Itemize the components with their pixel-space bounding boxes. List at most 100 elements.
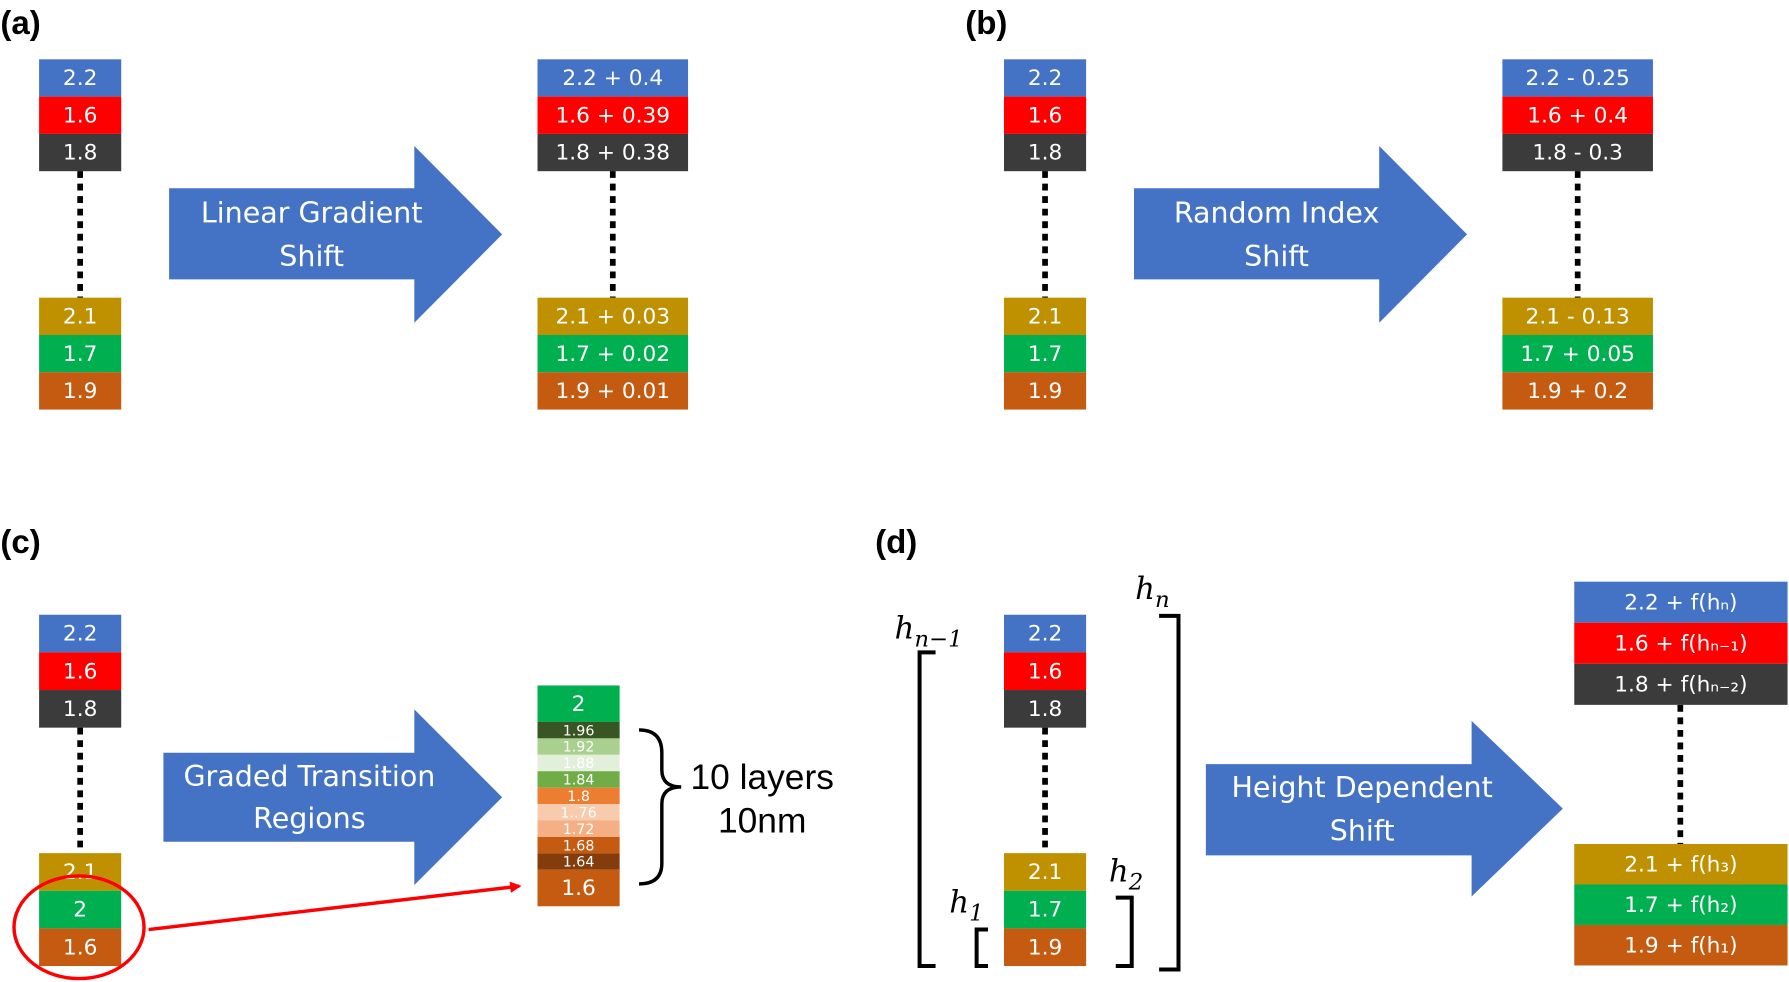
height-symbol: h bbox=[1109, 854, 1129, 890]
graded-layer bbox=[537, 869, 620, 907]
layer-cell bbox=[1003, 652, 1087, 691]
layer-value: 1.7 bbox=[1028, 898, 1062, 923]
bracket-h-n bbox=[1159, 613, 1181, 972]
layer-cell bbox=[39, 853, 122, 891]
panel-label: (d) bbox=[875, 524, 917, 561]
graded-layer bbox=[537, 754, 620, 772]
layer-cell bbox=[1003, 96, 1087, 134]
bracket-h-1 bbox=[974, 927, 989, 969]
layer-cell bbox=[1003, 133, 1087, 172]
transform-arrow bbox=[169, 145, 503, 323]
layer-value: 2.1 bbox=[1028, 860, 1062, 885]
layer-value: 2.1 bbox=[63, 304, 97, 329]
layer-value: 1.9 bbox=[1028, 379, 1062, 404]
graded-layer-value: 1.84 bbox=[563, 773, 595, 789]
layer-cell bbox=[39, 652, 122, 691]
arrow-label: Shift bbox=[1330, 815, 1395, 848]
original-stack-top: 2.2 1.6 1.8 bbox=[1003, 614, 1087, 728]
layer-count-label: 10 layers bbox=[690, 758, 833, 797]
bracket-h-2 bbox=[1115, 895, 1134, 969]
layer-cell bbox=[39, 690, 122, 728]
graded-stack: 2 1.961.921.881.841.81..761.721.681.64 1.6 bbox=[537, 685, 620, 907]
arrow-label: Shift bbox=[279, 240, 344, 273]
arrow-label: Shift bbox=[1244, 240, 1309, 273]
height-symbol: h bbox=[1135, 571, 1155, 607]
layer-value: 2.2 bbox=[1028, 66, 1062, 91]
layer-value: 2.2 bbox=[63, 66, 97, 91]
shifted-stack-top: 2.2 + 0.4 1.6 + 0.39 1.8 + 0.38 bbox=[537, 59, 689, 172]
layer-cell bbox=[1502, 297, 1653, 335]
layer-value: 2.1 bbox=[63, 860, 97, 885]
original-stack-top: 2.2 1.6 1.8 bbox=[39, 59, 122, 172]
layer-cell bbox=[1003, 853, 1087, 891]
layer-value: 1.6 bbox=[1028, 103, 1062, 128]
layer-cell bbox=[39, 297, 122, 335]
panel-label: (c) bbox=[0, 524, 40, 561]
height-label-h-n: hn bbox=[1135, 571, 1170, 613]
graded-layer bbox=[537, 820, 620, 837]
layer-value: 2.1 + 0.03 bbox=[555, 304, 670, 329]
graded-layer bbox=[537, 836, 620, 854]
layer-value: 1.7 bbox=[63, 342, 97, 367]
transform-arrow bbox=[163, 709, 503, 886]
layer-value: 1.9 bbox=[1028, 935, 1062, 960]
layer-cell bbox=[1003, 928, 1087, 967]
zoom-arrow bbox=[148, 881, 522, 932]
height-symbol: h bbox=[949, 884, 969, 920]
graded-layer bbox=[537, 787, 620, 805]
original-stack-bottom: 2.1 1.7 1.9 bbox=[1003, 297, 1087, 410]
height-label-h-n-minus-1: hn−1 bbox=[895, 611, 963, 653]
layer-value: 1.9 + f(h₁) bbox=[1624, 933, 1737, 958]
layer-cell bbox=[1502, 334, 1653, 373]
height-subscript: n bbox=[1155, 587, 1170, 613]
original-stack-top: 2.2 1.6 1.8 bbox=[1003, 59, 1087, 172]
layer-value: 1.8 bbox=[63, 697, 97, 722]
layer-cell bbox=[537, 334, 689, 373]
layer-cell bbox=[39, 96, 122, 134]
layer-value: 2.2 bbox=[1028, 622, 1062, 647]
layer-cell bbox=[1003, 372, 1087, 410]
graded-layer-value: 1.8 bbox=[567, 789, 590, 805]
panel-label: (a) bbox=[0, 5, 40, 42]
highlight-ellipse bbox=[12, 874, 146, 981]
layer-cell bbox=[39, 59, 122, 97]
graded-layer-value: 1.72 bbox=[563, 822, 595, 838]
layer-value: 1.7 + 0.02 bbox=[555, 342, 670, 367]
bracket-h-n-minus-1 bbox=[917, 650, 936, 969]
graded-layer-value: 1.6 bbox=[561, 876, 595, 901]
graded-layer bbox=[537, 771, 620, 788]
graded-layer-value: 1.92 bbox=[563, 740, 595, 756]
graded-layer-value: 1.96 bbox=[563, 723, 595, 739]
graded-layer-value: 1.64 bbox=[563, 855, 595, 871]
shifted-stack-bottom: 2.1 + f(h₃) 1.7 + f(h₂) 1.9 + f(h₁) bbox=[1574, 843, 1788, 966]
graded-layer bbox=[537, 721, 620, 739]
arrow-label: Linear Gradient bbox=[201, 196, 423, 229]
layer-cell bbox=[1003, 59, 1087, 97]
graded-layer bbox=[537, 685, 620, 722]
layer-cell bbox=[537, 59, 689, 97]
layer-cell bbox=[39, 890, 122, 929]
height-symbol: h bbox=[895, 611, 915, 647]
layer-value: 1.6 bbox=[63, 935, 97, 960]
layer-value: 1.6 + 0.4 bbox=[1527, 103, 1628, 128]
arrow-label: Random Index bbox=[1174, 196, 1380, 229]
graded-layer-value: 1..76 bbox=[560, 805, 596, 821]
layer-value: 2.2 + 0.4 bbox=[562, 66, 663, 91]
shifted-stack-top: 2.2 + f(hₙ) 1.6 + f(hₙ₋₁) 1.8 + f(hₙ₋₂) bbox=[1574, 581, 1788, 705]
layer-value: 1.8 bbox=[1028, 697, 1062, 722]
layer-cell bbox=[1502, 96, 1653, 134]
graded-layer-value: 2 bbox=[572, 692, 586, 717]
layer-cell bbox=[537, 133, 689, 172]
layer-cell bbox=[39, 928, 122, 967]
layer-value: 2.2 + f(hₙ) bbox=[1624, 590, 1737, 615]
original-stack-bottom: 2.1 1.7 1.9 bbox=[39, 297, 122, 410]
layer-cell bbox=[1502, 372, 1653, 410]
layer-cell bbox=[1502, 59, 1653, 97]
layer-cell bbox=[39, 133, 122, 172]
layer-value: 2.2 - 0.25 bbox=[1526, 66, 1630, 91]
curly-brace bbox=[638, 728, 682, 886]
layer-value: 2.2 bbox=[63, 622, 97, 647]
layer-cell bbox=[1502, 133, 1653, 172]
layer-value: 1.8 bbox=[1028, 141, 1062, 166]
